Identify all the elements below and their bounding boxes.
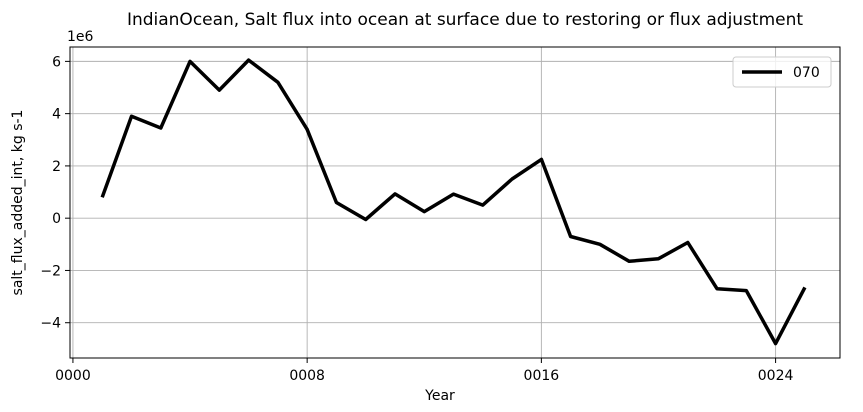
y-tick-label: 6 [52,54,61,70]
x-tick-label: 0008 [289,368,325,384]
series-layer [100,58,807,346]
y-tick-label: 0 [52,211,61,227]
y-tick-label: −2 [40,263,61,279]
y-axis-ticks: −4 −2 0 2 4 6 [40,54,70,332]
x-axis-ticks: 0000 0008 0016 0024 [55,358,793,384]
y-tick-label: −4 [40,316,61,332]
chart-title: IndianOcean, Salt flux into ocean at sur… [127,10,803,30]
legend: 070 [732,56,832,88]
y-tick-label: 4 [52,107,61,123]
series-line [100,58,807,346]
x-axis-label: Year [424,388,455,404]
y-tick-label: 2 [52,159,61,175]
plot-frame [69,46,841,359]
y-axis-label: salt_flux_added_int, kg s-1 [10,110,26,296]
x-tick-label: 0016 [524,368,560,384]
y-axis-offset-label: 1e6 [67,29,94,45]
legend-label: 070 [793,65,820,81]
x-tick-label: 0024 [758,368,794,384]
x-tick-label: 0000 [55,368,91,384]
grid [70,47,840,358]
